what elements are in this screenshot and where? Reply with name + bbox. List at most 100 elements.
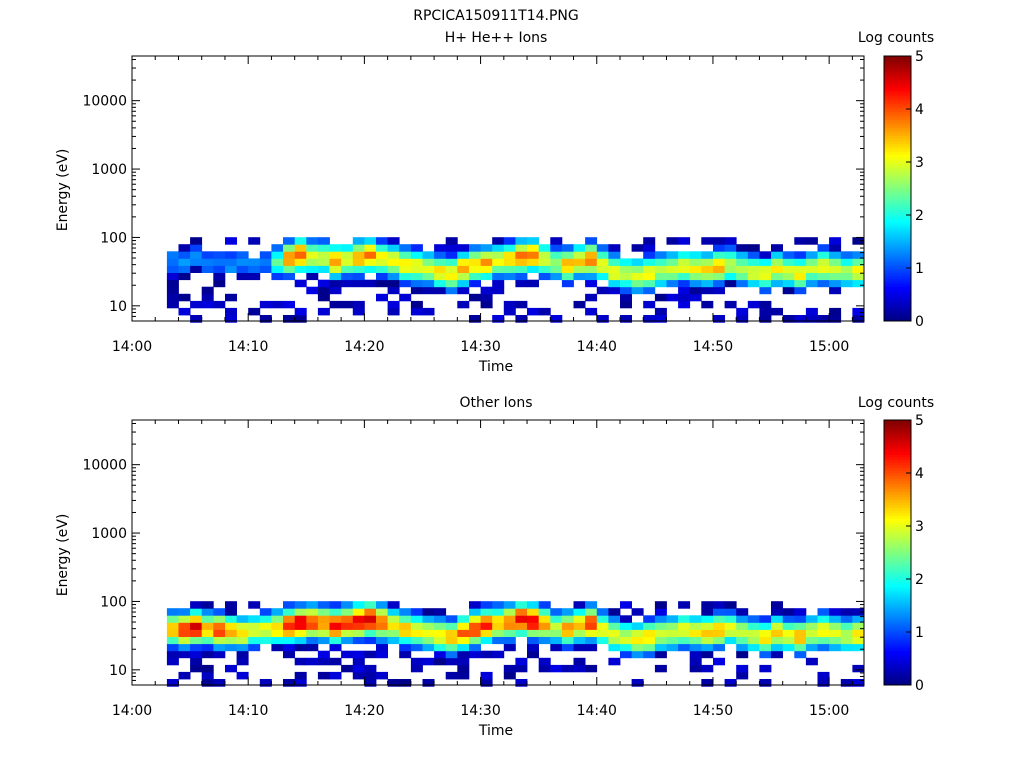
heatmap-cell — [225, 622, 237, 630]
heatmap-cell — [469, 601, 481, 609]
heatmap-cell — [469, 244, 481, 252]
colorbar-swatch — [884, 294, 911, 298]
heatmap-cell — [608, 615, 621, 623]
heatmap-cell — [166, 265, 179, 273]
heatmap-cell — [364, 636, 377, 645]
heatmap-cell — [201, 643, 214, 652]
colorbar-swatch — [884, 420, 911, 424]
colorbar-tick-label: 3 — [915, 155, 924, 171]
heatmap-cell — [713, 643, 725, 652]
heatmap-cell — [271, 629, 284, 637]
heatmap-cell — [805, 629, 818, 637]
heatmap-cell — [805, 622, 818, 630]
heatmap-cell — [399, 293, 412, 302]
heatmap-cell — [782, 629, 795, 637]
colorbar-swatch — [884, 560, 911, 564]
heatmap-cell — [329, 615, 342, 623]
colorbar-swatch — [884, 666, 911, 670]
colorbar-swatch — [884, 146, 911, 150]
heatmap-cell — [190, 657, 203, 666]
colorbar-swatch — [884, 634, 911, 638]
heatmap-cell — [805, 657, 818, 666]
colorbar-swatch — [884, 435, 911, 440]
colorbar-swatch — [884, 679, 911, 683]
colorbar-swatch — [884, 85, 911, 89]
heatmap-cell — [515, 272, 528, 281]
heatmap-cell — [469, 608, 481, 616]
heatmap-cell — [794, 315, 807, 323]
heatmap-cell — [573, 657, 586, 666]
heatmap-cell — [178, 307, 191, 316]
heatmap-cell — [654, 315, 667, 323]
heatmap-cell — [747, 636, 760, 645]
colorbar-swatch — [884, 154, 911, 158]
heatmap-cell — [480, 293, 493, 302]
heatmap-cell — [306, 657, 319, 666]
colorbar-swatch — [884, 624, 911, 628]
heatmap-cell — [538, 307, 551, 316]
heatmap-cell — [492, 237, 505, 245]
heatmap-cell — [329, 643, 342, 652]
heatmap-cell — [364, 258, 377, 266]
x-tick-label: 14:20 — [344, 703, 384, 719]
heatmap-cell — [620, 643, 632, 652]
y-tick-label: 10000 — [82, 458, 127, 474]
plot-frame — [131, 419, 865, 686]
heatmap-cell — [457, 251, 470, 259]
heatmap-cell — [666, 251, 679, 259]
heatmap-cell — [643, 315, 656, 323]
heatmap-cell — [689, 286, 702, 295]
heatmap-cell — [259, 300, 272, 309]
heatmap-cell — [573, 601, 586, 609]
heatmap-cell — [271, 300, 284, 309]
heatmap-cell — [585, 258, 598, 266]
colorbar-swatch — [884, 246, 911, 250]
heatmap-cell — [306, 608, 319, 616]
heatmap-cell — [771, 601, 783, 609]
colorbar-swatch — [884, 111, 911, 115]
colorbar-swatch — [884, 106, 911, 110]
heatmap-cell — [283, 315, 295, 323]
heatmap-cell — [283, 679, 295, 687]
y-axis-label: Energy (eV) — [55, 514, 71, 597]
heatmap-cell — [271, 244, 284, 252]
colorbar-tick-label: 2 — [915, 208, 924, 224]
heatmap-cell — [341, 622, 354, 630]
heatmap-cell — [492, 286, 505, 295]
colorbar-swatch — [884, 143, 911, 147]
x-tick-label: 14:00 — [112, 339, 152, 355]
heatmap-cell — [422, 643, 435, 652]
heatmap-cell — [190, 237, 203, 245]
colorbar-swatch — [884, 167, 911, 171]
heatmap-cell — [654, 615, 667, 623]
colorbar-swatch — [884, 122, 911, 126]
heatmap-cell — [364, 237, 377, 245]
colorbar-swatch — [884, 425, 911, 429]
heatmap-cell — [166, 279, 179, 288]
colorbar-swatch — [884, 164, 911, 168]
heatmap-cell — [747, 251, 760, 259]
heatmap-cell — [538, 615, 551, 623]
heatmap-cell — [387, 300, 400, 309]
heatmap-cell — [457, 286, 470, 295]
heatmap-cell — [678, 286, 691, 295]
heatmap-cell — [643, 272, 656, 281]
heatmap-cell — [771, 650, 783, 659]
heatmap-cell — [294, 279, 307, 288]
heatmap-cell — [805, 251, 818, 259]
heatmap-cell — [480, 671, 493, 680]
heatmap-cell — [701, 237, 714, 245]
heatmap-cell — [736, 307, 749, 316]
heatmap-cell — [248, 307, 261, 316]
heatmap-cell — [352, 636, 365, 645]
heatmap-cell — [678, 615, 691, 623]
heatmap-cell — [399, 622, 412, 630]
heatmap-cell — [852, 279, 865, 288]
heatmap-cell — [225, 258, 237, 266]
heatmap-cell — [701, 664, 714, 673]
heatmap-cell — [666, 629, 679, 637]
heatmap-cell — [631, 608, 644, 616]
heatmap-cell — [724, 601, 737, 609]
heatmap-cell — [759, 643, 772, 652]
heatmap-cell — [515, 615, 528, 623]
